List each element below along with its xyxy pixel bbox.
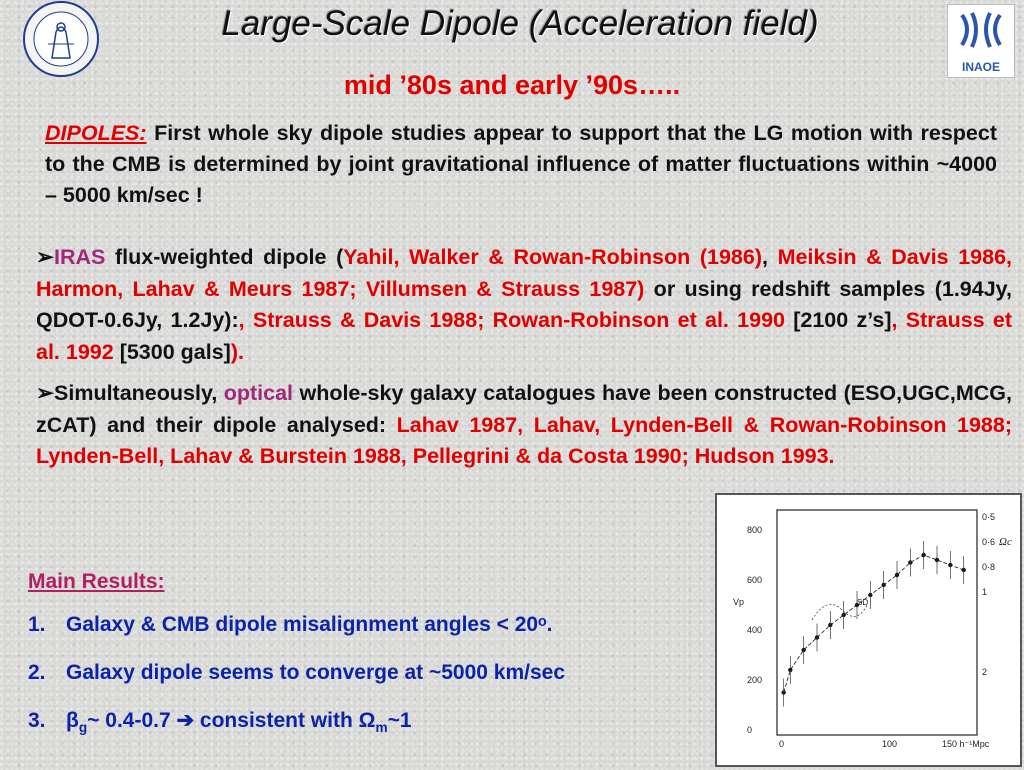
- y-right-tick-label: 2: [982, 667, 987, 677]
- bullet-list: ➢IRAS flux-weighted dipole (Yahil, Walke…: [36, 242, 1012, 483]
- result3-end: ~1: [387, 709, 412, 732]
- bullet1-text5: [5300 gals]: [113, 339, 231, 364]
- y-left-tick-label: 800: [747, 525, 762, 535]
- bullet1-text2: ,: [762, 245, 778, 269]
- beta-subscript: g: [78, 720, 88, 736]
- result-text: βg~ 0.4-0.7 ➔ consistent with Ωm~1: [66, 706, 412, 754]
- y-left-tick-label: 600: [747, 575, 762, 585]
- x-tick-label: 150 h⁻¹Mpc: [942, 739, 990, 749]
- dipoles-label: DIPOLES:: [45, 121, 147, 145]
- slide-title: Large-Scale Dipole (Acceleration field): [221, 4, 819, 43]
- bullet1-text1: flux-weighted dipole (: [105, 245, 344, 269]
- beta-symbol: β: [66, 709, 79, 732]
- dipole-curve: [783, 554, 964, 693]
- x-tick-label: 100: [882, 739, 897, 749]
- dipoles-text: First whole sky dipole studies appear to…: [45, 121, 997, 207]
- slide-subtitle: mid ’80s and early ’90s…..: [343, 70, 681, 100]
- result-item: 3. βg~ 0.4-0.7 ➔ consistent with Ωm~1: [28, 706, 708, 754]
- result3-tail: consistent with Ω: [194, 709, 376, 732]
- bullet1-ref3: , Strauss & Davis 1988; Rowan-Robinson e…: [238, 308, 785, 332]
- result-number: 1.: [28, 613, 46, 636]
- y-right-tick-label: 1: [982, 587, 987, 597]
- y-right-tick-label: 0·6: [982, 537, 995, 547]
- main-results-heading: Main Results:: [28, 570, 165, 593]
- bullet-arrow-icon: ➢: [36, 381, 55, 405]
- result-number: 2.: [28, 661, 46, 684]
- y-left-tick-label: 200: [747, 675, 762, 685]
- bullet1-ref2: Meiksin & Davis 1986, Harmon, Lahav & Me…: [36, 245, 1013, 301]
- y-right-label: Ωc: [999, 536, 1012, 548]
- result-text: Galaxy & CMB dipole misalignment angles …: [66, 613, 553, 636]
- bullet2-text2: whole-sky galaxy catalogues have been co…: [36, 381, 1012, 437]
- right-arrow-icon: ➔: [176, 709, 195, 732]
- sd-label: SD: [857, 598, 868, 607]
- dipole-convergence-figure: 800 600 400 200 0 0·5 0·6 0·8 1 2 0 100 150 h⁻¹Mpc…: [715, 493, 1022, 767]
- y-left-tick-label: 0: [747, 725, 752, 735]
- bullet1-ref1: Yahil, Walker & Rowan-Robinson (1986): [343, 245, 763, 269]
- optical-term: optical: [223, 381, 294, 405]
- bullet1-text4: [2100 z’s]: [784, 308, 892, 332]
- main-results-list: 1. Galaxy & CMB dipole misalignment angl…: [28, 610, 708, 754]
- omega-subscript: m: [375, 720, 388, 736]
- x-tick-label: 0: [779, 739, 784, 749]
- bullet-iras: ➢IRAS flux-weighted dipole (Yahil, Walke…: [36, 242, 1012, 368]
- bullet-arrow-icon: ➢: [36, 245, 55, 269]
- result-item: 1. Galaxy & CMB dipole misalignment angl…: [28, 610, 708, 658]
- y-right-tick-label: 0·8: [982, 562, 995, 572]
- y-right-tick-label: 0·5: [982, 512, 995, 522]
- bullet2-text1: Simultaneously,: [54, 381, 224, 405]
- inaoe-emblem-icon: [960, 12, 1002, 48]
- bullet2-refs: Lahav 1987, Lahav, Lynden-Bell & Rowan-R…: [36, 412, 1013, 469]
- figure-plot: 800 600 400 200 0 0·5 0·6 0·8 1 2 0 100 150 h⁻¹Mpc…: [733, 509, 1012, 749]
- result-item: 2. Galaxy dipole seems to converge at ~5…: [28, 658, 708, 706]
- result3-mid: ~ 0.4-0.7: [87, 709, 177, 732]
- iras-term: IRAS: [54, 245, 106, 269]
- result-number: 3.: [28, 709, 46, 732]
- inaoe-logo-text: INAOE: [961, 60, 1000, 74]
- observatory-seal-logo: [23, 1, 99, 77]
- bullet-optical: ➢Simultaneously, optical whole-sky galax…: [36, 378, 1012, 473]
- result-text: Galaxy dipole seems to converge at ~5000…: [66, 661, 566, 684]
- bullet1-ref5: ).: [230, 339, 244, 364]
- y-left-label: Vp: [733, 597, 744, 607]
- plot-frame: [776, 509, 978, 736]
- y-left-tick-label: 400: [747, 625, 762, 635]
- bullet1-ref4: , Strauss et al. 1992: [36, 308, 1012, 364]
- dipoles-paragraph: DIPOLES: First whole sky dipole studies …: [45, 118, 997, 211]
- inaoe-logo: INAOE: [947, 4, 1015, 78]
- bullet1-text3: or using redshift samples (1.94Jy, QDOT-…: [36, 276, 1013, 333]
